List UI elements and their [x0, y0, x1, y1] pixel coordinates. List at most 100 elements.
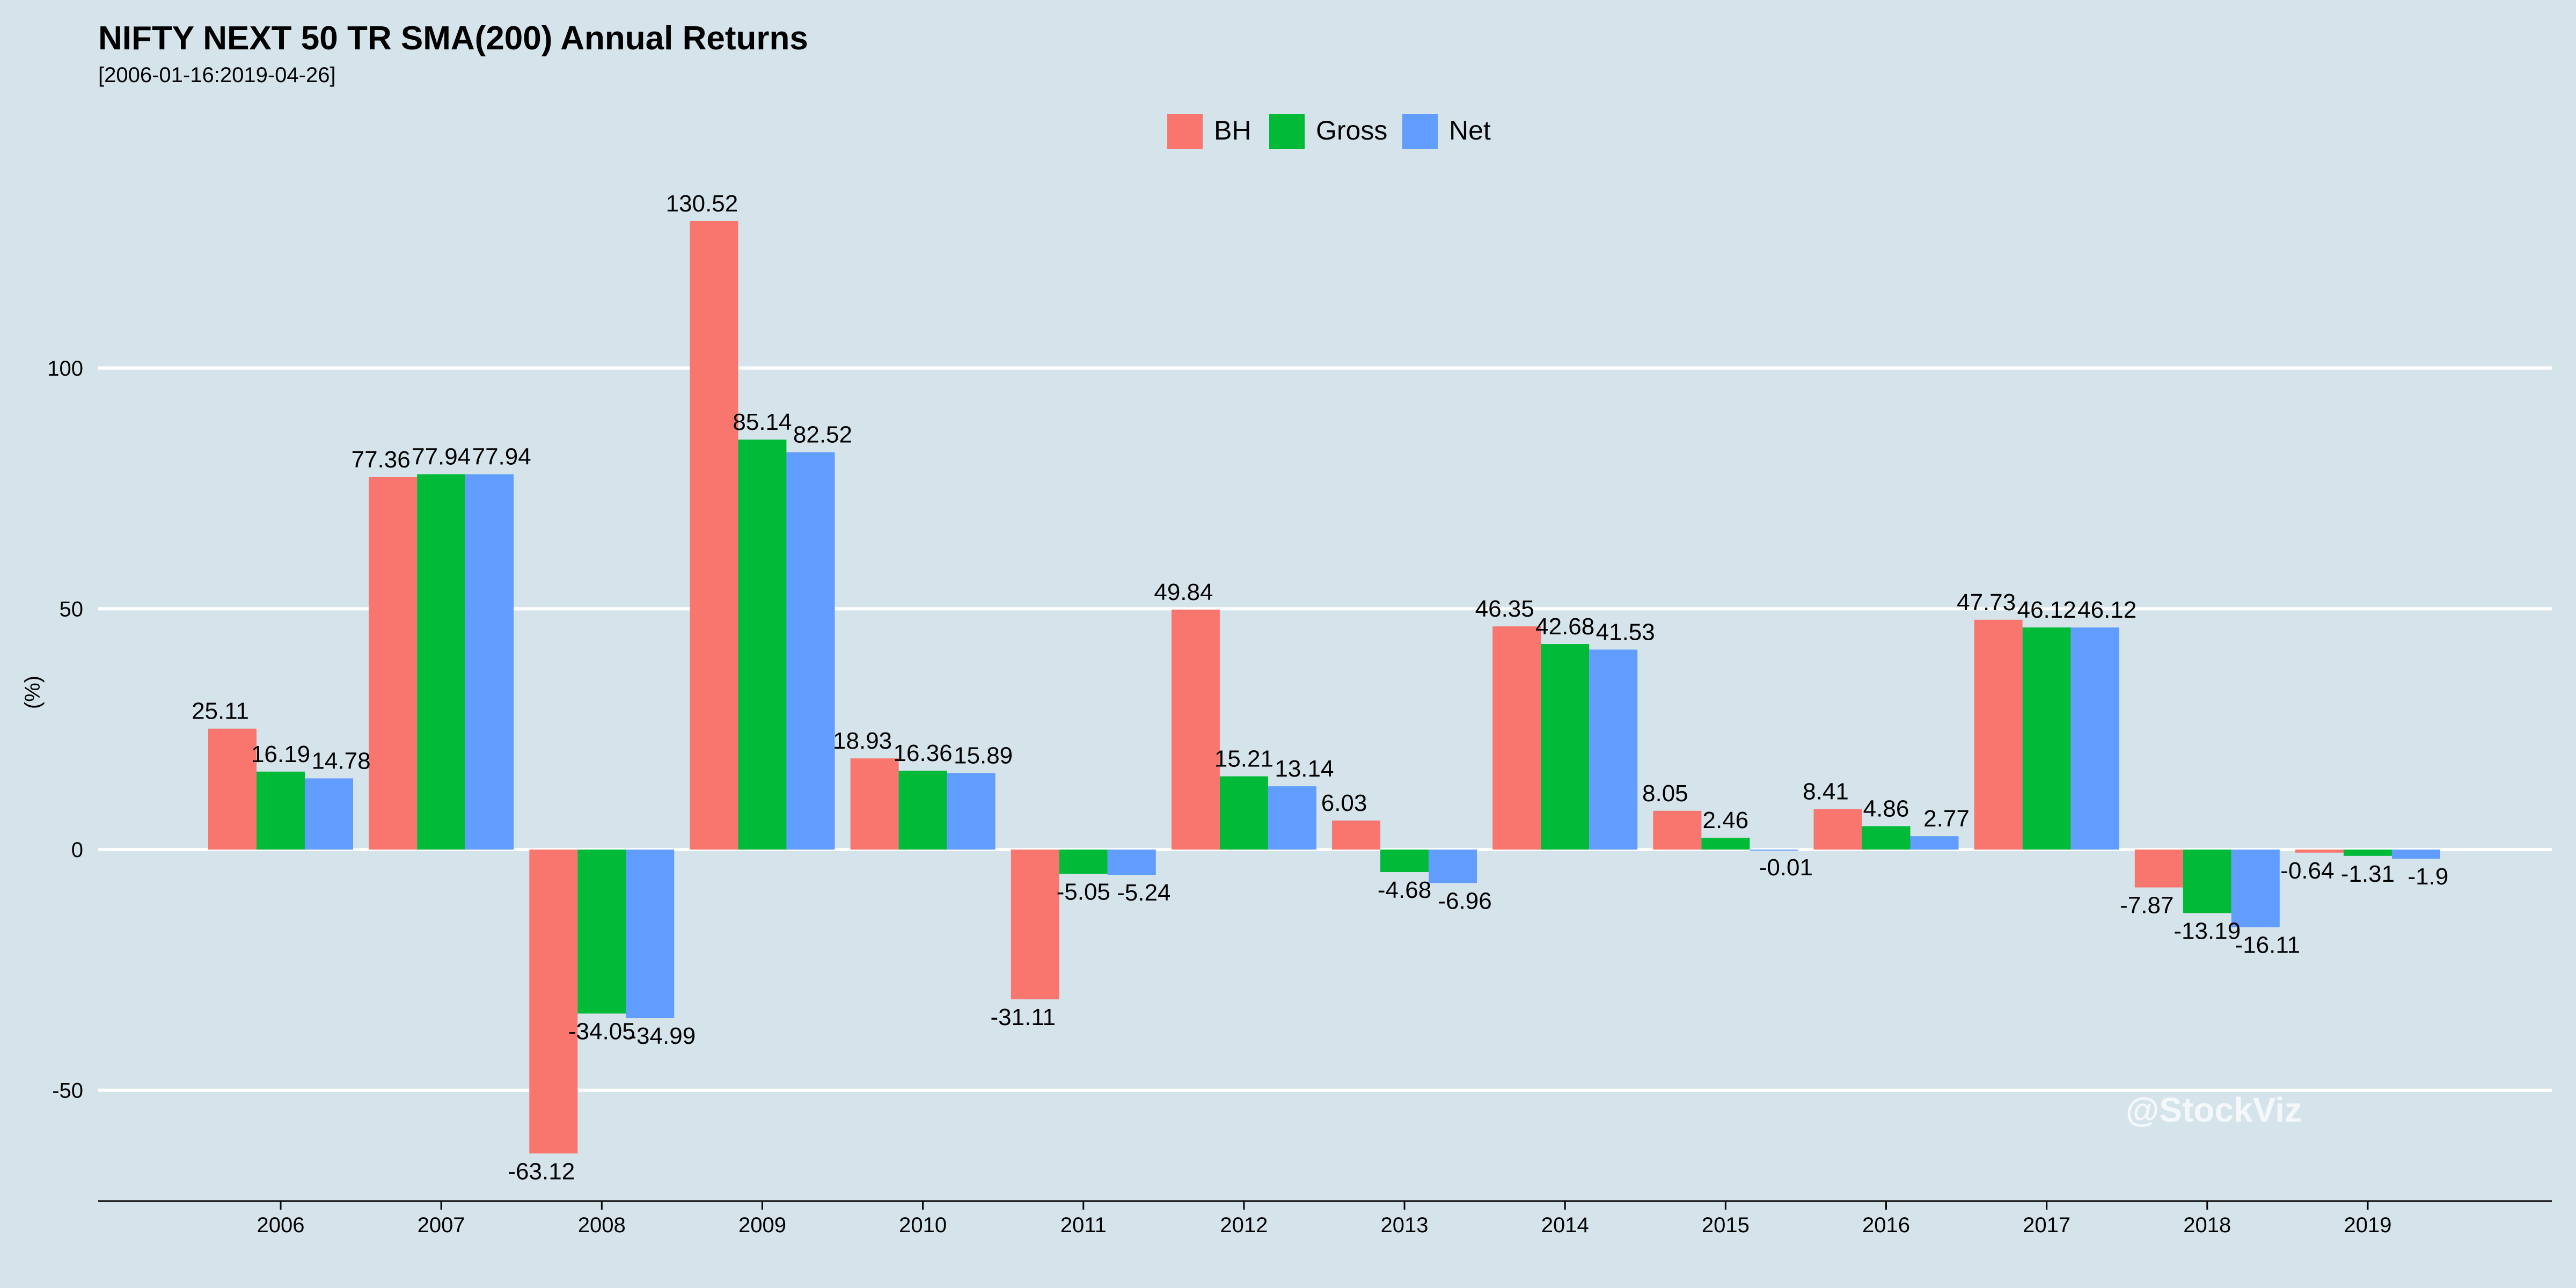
x-tick-label: 2011 [1060, 1213, 1107, 1237]
watermark: @StockViz [2126, 1091, 2302, 1129]
bar-gross-2009 [738, 440, 787, 850]
y-tick-label: 50 [60, 597, 84, 621]
legend-swatch-net [1402, 114, 1438, 149]
x-tick-label: 2013 [1381, 1213, 1429, 1237]
y-tick-label: 100 [47, 357, 83, 380]
data-label-net: 2.77 [1923, 806, 1970, 832]
bar-bh-2010 [850, 758, 899, 850]
bar-net-2016 [1910, 836, 1959, 850]
data-label-gross: 16.19 [251, 741, 310, 767]
legend-label-net: Net [1449, 115, 1491, 145]
bar-net-2012 [1268, 786, 1316, 850]
data-label-gross: -13.19 [2174, 918, 2241, 944]
x-tick-label: 2007 [418, 1213, 465, 1237]
y-tick-label: 0 [71, 838, 83, 862]
data-label-bh: -0.64 [2280, 858, 2334, 884]
bar-gross-2017 [2022, 627, 2071, 850]
bar-net-2015 [1750, 850, 1798, 851]
legend-swatch-bh [1167, 114, 1203, 149]
legend: BH Gross Net [1167, 114, 1491, 149]
bar-gross-2014 [1541, 644, 1590, 850]
bar-bh-2009 [690, 221, 738, 850]
bar-gross-2006 [257, 771, 305, 850]
bar-net-2009 [786, 452, 835, 850]
chart-subtitle: [2006-01-16:2019-04-26] [98, 63, 336, 87]
data-label-gross: 16.36 [894, 740, 953, 766]
bar-bh-2016 [1813, 809, 1862, 850]
bar-gross-2019 [2343, 850, 2392, 856]
data-label-bh: 18.93 [833, 728, 892, 754]
legend-swatch-gross [1269, 114, 1305, 149]
data-label-net: -0.01 [1759, 854, 1813, 881]
bar-gross-2015 [1701, 837, 1750, 850]
data-label-bh: -7.87 [2120, 892, 2174, 919]
bar-bh-2006 [208, 728, 257, 850]
bar-net-2019 [2391, 850, 2440, 859]
bar-gross-2010 [898, 771, 947, 850]
data-label-net: 13.14 [1275, 756, 1334, 782]
data-label-net: 14.78 [311, 748, 370, 774]
x-tick-label: 2018 [2183, 1213, 2231, 1237]
data-label-bh: 47.73 [1957, 589, 2016, 616]
chart-title: NIFTY NEXT 50 TR SMA(200) Annual Returns [98, 20, 808, 57]
bar-bh-2008 [529, 850, 578, 1154]
legend-label-gross: Gross [1316, 115, 1387, 145]
data-label-bh: 25.11 [192, 698, 249, 724]
bar-bh-2017 [1974, 619, 2023, 850]
data-label-net: -1.9 [2408, 863, 2449, 890]
data-label-bh: 8.41 [1803, 779, 1849, 805]
data-label-gross: -1.31 [2341, 861, 2395, 887]
bar-net-2008 [626, 850, 675, 1018]
data-label-net: -5.24 [1117, 880, 1170, 906]
data-label-bh: 130.52 [666, 191, 738, 217]
data-label-gross: -34.05 [568, 1019, 635, 1045]
bar-bh-2014 [1492, 626, 1541, 850]
bar-gross-2011 [1059, 850, 1108, 874]
data-label-bh: 6.03 [1321, 790, 1367, 816]
x-tick-label: 2017 [2023, 1213, 2070, 1237]
data-label-net: -6.96 [1438, 888, 1491, 914]
legend-label-bh: BH [1214, 115, 1251, 145]
data-label-gross: 85.14 [733, 409, 792, 435]
data-label-net: 41.53 [1596, 619, 1655, 645]
bar-net-2013 [1429, 850, 1477, 883]
data-label-bh: -63.12 [508, 1158, 575, 1184]
x-tick-label: 2009 [738, 1213, 786, 1237]
x-tick-label: 2019 [2344, 1213, 2391, 1237]
x-tick-label: 2015 [1702, 1213, 1750, 1237]
x-tick-label: 2016 [1862, 1213, 1910, 1237]
data-label-net: 15.89 [954, 742, 1013, 769]
data-label-net: -16.11 [2235, 932, 2301, 958]
bars [208, 221, 2440, 1154]
bar-bh-2018 [2134, 850, 2183, 888]
data-label-gross: 4.86 [1863, 795, 1909, 822]
x-tick-label: 2012 [1220, 1213, 1268, 1237]
x-tick-label: 2014 [1541, 1213, 1589, 1237]
data-label-gross: 15.21 [1214, 746, 1274, 772]
bar-gross-2012 [1219, 776, 1268, 850]
bar-net-2006 [305, 778, 353, 850]
data-label-gross: 2.46 [1703, 807, 1749, 833]
x-tick-label: 2010 [899, 1213, 947, 1237]
bar-net-2011 [1107, 850, 1156, 875]
data-label-net: 77.94 [472, 444, 531, 470]
data-label-bh: -31.11 [991, 1004, 1056, 1030]
x-tick-label: 2006 [257, 1213, 305, 1237]
data-label-gross: 46.12 [2017, 597, 2076, 623]
data-label-gross: -4.68 [1378, 877, 1431, 903]
y-axis-label: (%) [21, 676, 45, 709]
data-label-bh: 46.35 [1475, 596, 1534, 622]
bar-gross-2018 [2183, 850, 2231, 913]
bar-gross-2007 [417, 474, 466, 850]
bar-bh-2007 [369, 477, 418, 850]
data-label-gross: 77.94 [412, 444, 471, 470]
bar-net-2007 [465, 474, 514, 850]
bar-net-2018 [2231, 850, 2280, 927]
bar-net-2014 [1589, 649, 1638, 850]
bar-gross-2016 [1862, 826, 1911, 850]
x-tick-label: 2008 [578, 1213, 626, 1237]
y-tick-label: -50 [52, 1079, 83, 1103]
bar-gross-2013 [1380, 850, 1429, 873]
